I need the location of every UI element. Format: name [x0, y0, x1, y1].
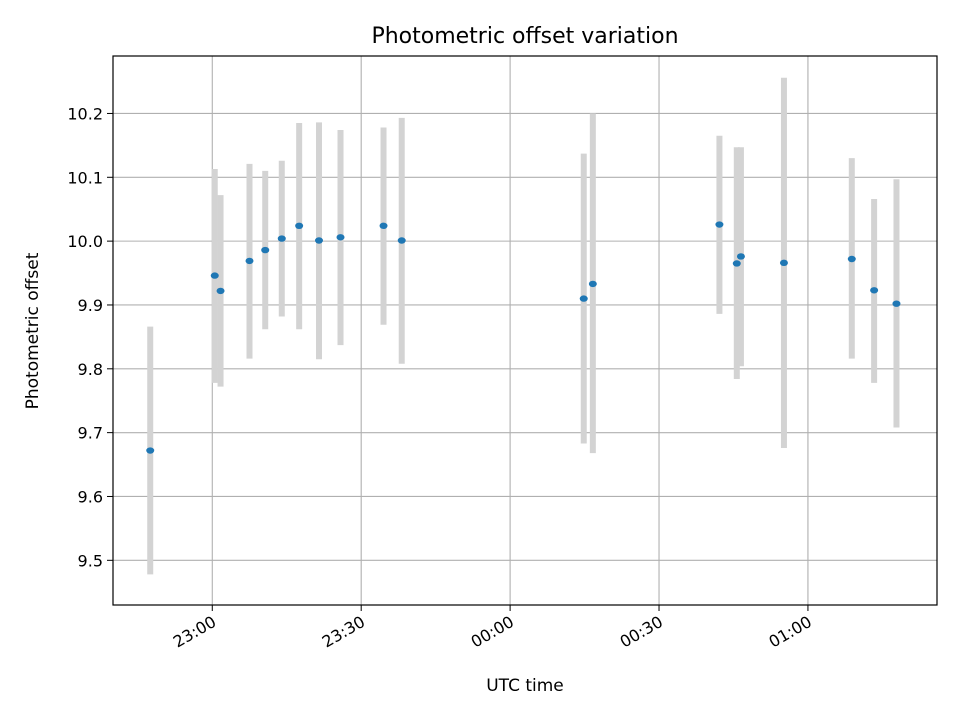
data-point — [379, 222, 388, 230]
x-tick-label: 00:30 — [617, 612, 666, 652]
data-point — [870, 287, 879, 294]
error-bars — [147, 77, 900, 575]
data-point — [245, 257, 254, 265]
data-point — [210, 272, 219, 279]
y-tick-label: 9.8 — [78, 360, 103, 379]
y-tick-label: 9.7 — [78, 424, 103, 443]
data-point — [277, 235, 286, 242]
data-point — [261, 246, 270, 254]
plot-frame — [112, 55, 938, 606]
data-point — [732, 260, 741, 267]
data-point — [146, 447, 155, 454]
x-tick-label: 23:30 — [319, 612, 368, 652]
axis-ticks: 23:00 23:30 00:00 00:30 01:00 9.5 9.6 9.7 9.8 9.9… — [67, 104, 815, 651]
data-point — [216, 287, 225, 295]
data-point — [579, 295, 588, 302]
data-point — [736, 253, 745, 260]
y-axis-label: Photometric offset — [23, 252, 43, 409]
x-tick-label: 23:00 — [170, 612, 219, 652]
x-tick-label: 01:00 — [766, 612, 815, 652]
y-tick-label: 10.0 — [67, 232, 103, 251]
y-tick-label: 9.5 — [78, 551, 103, 570]
y-tick-label: 9.9 — [78, 296, 103, 315]
data-point — [336, 234, 345, 241]
x-axis-label: UTC time — [486, 676, 564, 696]
y-tick-label: 10.1 — [67, 168, 103, 187]
y-tick-label: 9.6 — [78, 487, 103, 506]
data-point — [315, 237, 323, 244]
data-point — [295, 222, 304, 230]
data-points — [146, 221, 901, 454]
data-point — [397, 237, 406, 244]
data-point — [847, 255, 856, 263]
y-tick-label: 10.2 — [67, 104, 103, 123]
data-point — [715, 221, 724, 228]
data-point — [588, 280, 597, 288]
data-point — [779, 259, 788, 267]
x-tick-label: 00:00 — [468, 612, 517, 652]
grid-lines — [113, 56, 937, 605]
data-point — [892, 300, 901, 307]
chart-title: Photometric offset variation — [371, 24, 678, 49]
